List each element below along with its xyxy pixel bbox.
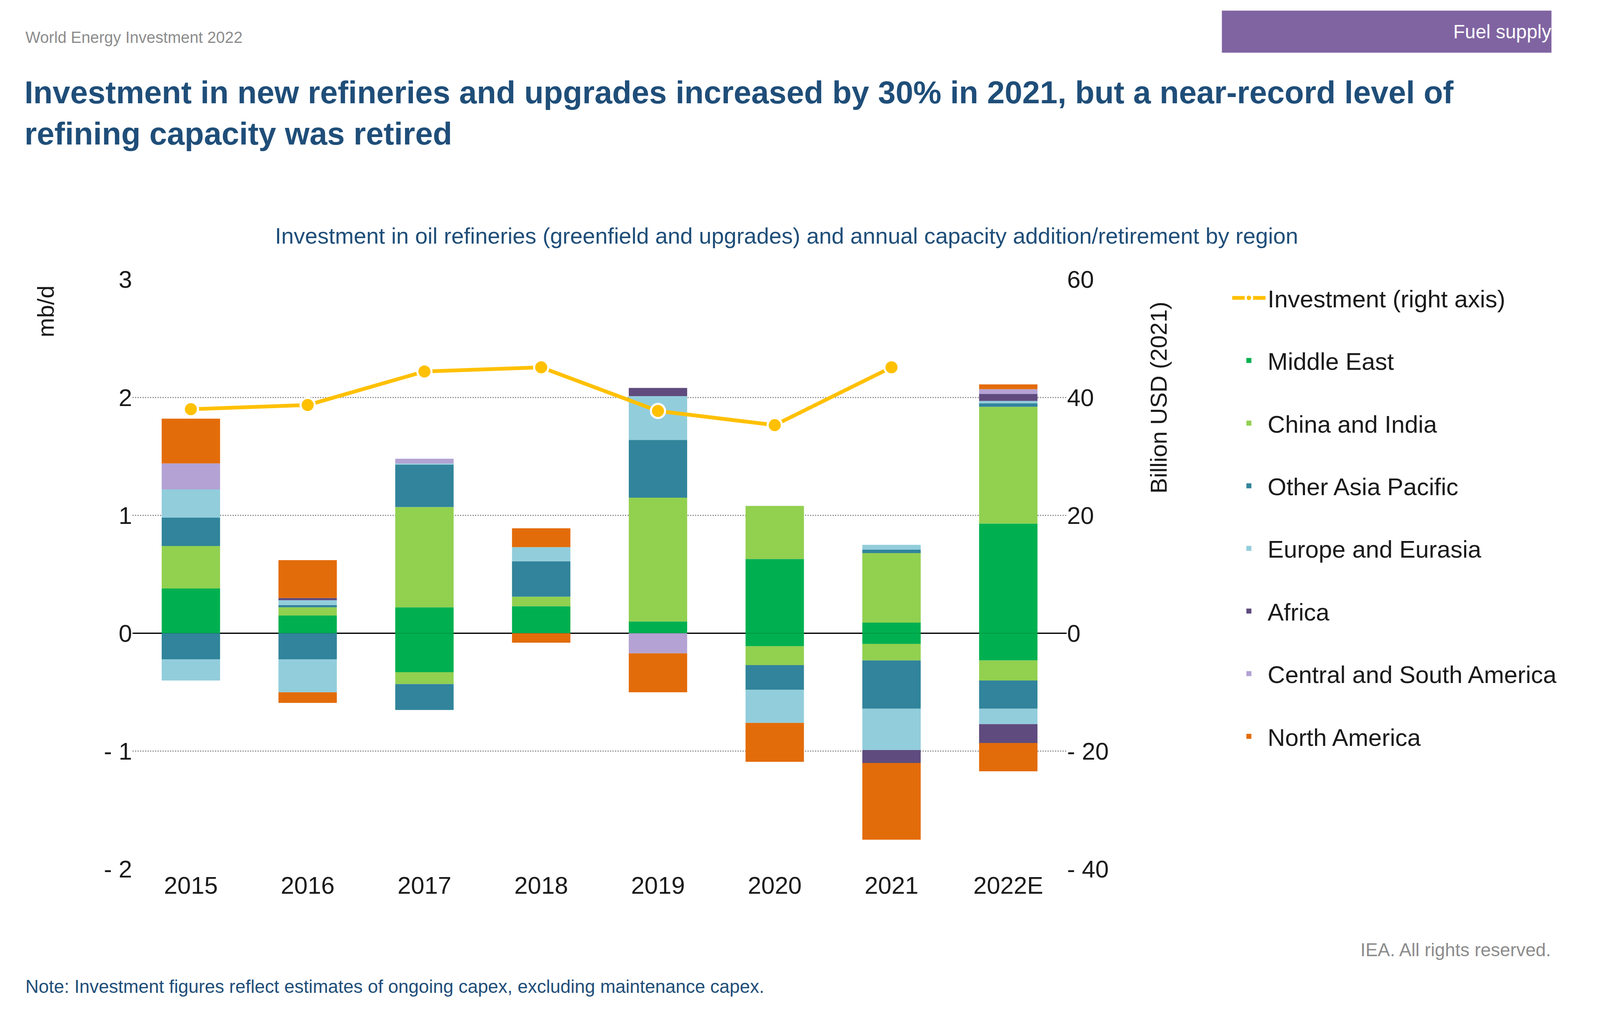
svg-text:Fuel supply: Fuel supply — [1453, 20, 1552, 43]
svg-text:2022E: 2022E — [973, 872, 1044, 900]
svg-text:mb/d: mb/d — [32, 285, 59, 338]
svg-text:China and India: China and India — [1267, 410, 1438, 438]
svg-text:Other Asia Pacific: Other Asia Pacific — [1267, 473, 1459, 501]
svg-text:World Energy Investment 2022: World Energy Investment 2022 — [25, 28, 243, 47]
svg-text:60: 60 — [1067, 265, 1095, 293]
svg-text:20: 20 — [1067, 502, 1095, 530]
svg-text:Europe and Eurasia: Europe and Eurasia — [1267, 535, 1482, 563]
svg-text:2016: 2016 — [280, 872, 335, 900]
svg-text:2018: 2018 — [514, 872, 568, 900]
svg-text:2017: 2017 — [397, 872, 452, 900]
svg-text:2015: 2015 — [164, 872, 218, 900]
svg-text:North America: North America — [1267, 724, 1421, 752]
svg-text:- 1: - 1 — [103, 737, 133, 765]
svg-text:Investment in oil refineries (: Investment in oil refineries (greenfield… — [275, 223, 1298, 249]
svg-text:2019: 2019 — [631, 872, 685, 900]
svg-text:- 2: - 2 — [103, 855, 133, 883]
svg-text:- 20: - 20 — [1067, 737, 1109, 765]
svg-text:3: 3 — [118, 265, 133, 293]
svg-text:Investment (right axis): Investment (right axis) — [1267, 285, 1506, 313]
svg-text:2021: 2021 — [864, 872, 919, 900]
svg-text:2: 2 — [118, 384, 133, 412]
svg-text:1: 1 — [118, 502, 133, 530]
svg-text:40: 40 — [1067, 384, 1095, 412]
svg-text:- 40: - 40 — [1067, 855, 1109, 883]
svg-text:Africa: Africa — [1267, 598, 1330, 626]
svg-text:Investment in new refineries a: Investment in new refineries and upgrade… — [24, 74, 1454, 152]
svg-text:Central and South America: Central and South America — [1267, 661, 1557, 689]
svg-text:0: 0 — [1067, 620, 1081, 648]
svg-text:2020: 2020 — [747, 872, 802, 900]
svg-text:Billion USD (2021): Billion USD (2021) — [1145, 301, 1172, 494]
svg-text:Note: Investment figures refle: Note: Investment figures reflect estimat… — [25, 976, 765, 998]
svg-text:IEA. All rights reserved.: IEA. All rights reserved. — [1360, 940, 1551, 961]
svg-text:0: 0 — [118, 620, 133, 648]
svg-text:Middle East: Middle East — [1267, 347, 1394, 375]
